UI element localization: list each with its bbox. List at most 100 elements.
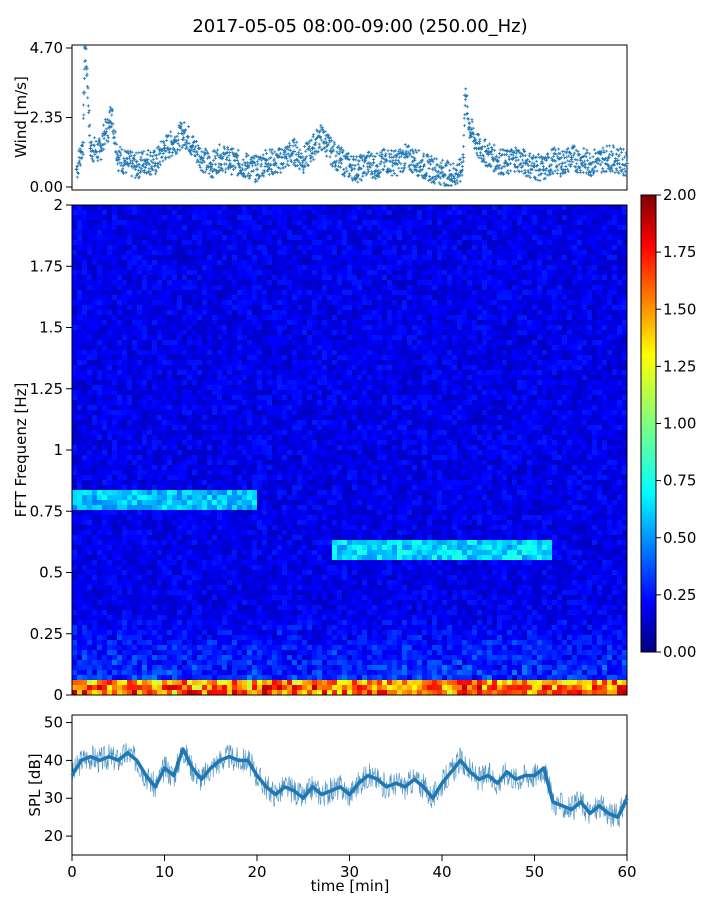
spectrogram-cell [347,215,353,221]
spectrogram-cell [432,335,438,341]
spectrogram-cell [517,255,523,261]
spectrogram-cell [107,210,113,216]
spectrogram-cell [507,240,513,246]
spectrogram-cell [162,310,168,316]
spectrogram-cell [267,275,273,281]
wind-point [118,145,122,149]
spectrogram-cell [577,310,583,316]
spectrogram-cell [352,205,358,211]
spectrogram-cell [242,250,248,256]
spectrogram-cell [557,245,563,251]
spectrogram-cell [457,250,463,256]
spectrogram-cell [567,220,573,226]
spectrogram-cell [492,300,498,306]
spectrogram-cell [202,210,208,216]
spectrogram-cell [212,205,218,211]
spectrogram-cell [607,260,613,266]
spectrogram-cell [137,280,143,286]
spectrogram-cell [412,335,418,341]
spectrogram-cell [202,225,208,231]
spectrogram-cell [592,280,598,286]
spectrogram-cell [467,250,473,256]
spectrogram-cell [472,315,478,321]
spectrogram-cell [387,205,393,211]
spectrogram-cell [192,330,198,336]
spectrogram-cell [282,215,288,221]
spectrogram-cell [102,210,108,216]
spectrogram-cell [112,245,118,251]
spectrogram-cell [397,305,403,311]
spectrogram-cell [507,235,513,241]
spectrogram-cell [407,215,413,221]
spectrogram-cell [207,305,213,311]
spectrogram-cell [222,320,228,326]
spectrogram-cell [487,265,493,271]
spectrogram-cell [532,275,538,281]
spectrogram-cell [617,250,623,256]
spectrogram-cell [77,255,83,261]
spectrogram-cell [127,290,133,296]
spectrogram-cell [457,295,463,301]
wind-point [86,104,90,108]
wind-point [157,145,161,149]
spectrogram-cell [372,280,378,286]
spectrogram-cell [222,220,228,226]
spectrogram-cell [137,300,143,306]
spectrogram-cell [507,225,513,231]
spectrogram-cell [432,245,438,251]
spectrogram-cell [207,255,213,261]
spectrogram-cell [532,320,538,326]
spectrogram-cell [602,245,608,251]
spectrogram-cell [342,295,348,301]
spectrogram-cell [197,305,203,311]
spectrogram-cell [237,280,243,286]
spectrogram-cell [352,325,358,331]
spectrogram-cell [572,305,578,311]
spectrogram-cell [367,215,373,221]
spectrogram-cell [377,310,383,316]
spectrogram-cell [542,270,548,276]
spectrogram-cell [407,315,413,321]
spectrogram-cell [232,225,238,231]
spectrogram-cell [242,240,248,246]
spectrogram-cell [167,240,173,246]
spectrogram-cell [367,340,373,346]
spectrogram-cell [122,240,128,246]
spectrogram-cell [217,270,223,276]
spectrogram-cell [192,300,198,306]
spectrogram-cell [242,330,248,336]
spectrogram-cell [197,240,203,246]
spectrogram-cell [532,285,538,291]
spectrogram-cell [287,315,293,321]
spectrogram-cell [172,215,178,221]
spectrogram-cell [157,235,163,241]
spectrogram-cell [437,220,443,226]
spectrogram-cell [517,245,523,251]
spectrogram-cell [347,210,353,216]
spectrogram-cell [527,240,533,246]
spectrogram-cell [307,310,313,316]
spectrogram-cell [492,260,498,266]
spectrogram-cell [122,290,128,296]
spectrogram-cell [292,215,298,221]
spectrogram-cell [267,245,273,251]
spectrogram-cell [592,235,598,241]
spectrogram-cell [367,295,373,301]
spectrogram-cell [362,325,368,331]
wind-point [84,59,88,63]
spectrogram-cell [237,205,243,211]
spectrogram-cell [107,205,113,211]
spectrogram-cell [167,310,173,316]
spectrogram-cell [267,325,273,331]
spectrogram-cell [357,275,363,281]
spectrogram-cell [157,320,163,326]
spectrogram-cell [82,265,88,271]
spectrogram-cell [447,230,453,236]
spectrogram-cell [87,255,93,261]
spectrogram-cell [387,335,393,341]
spectrogram-cell [477,270,483,276]
spectrogram-cell [182,210,188,216]
spectrogram-cell [277,335,283,341]
spectrogram-cell [307,215,313,221]
spectrogram-cell [127,345,133,351]
